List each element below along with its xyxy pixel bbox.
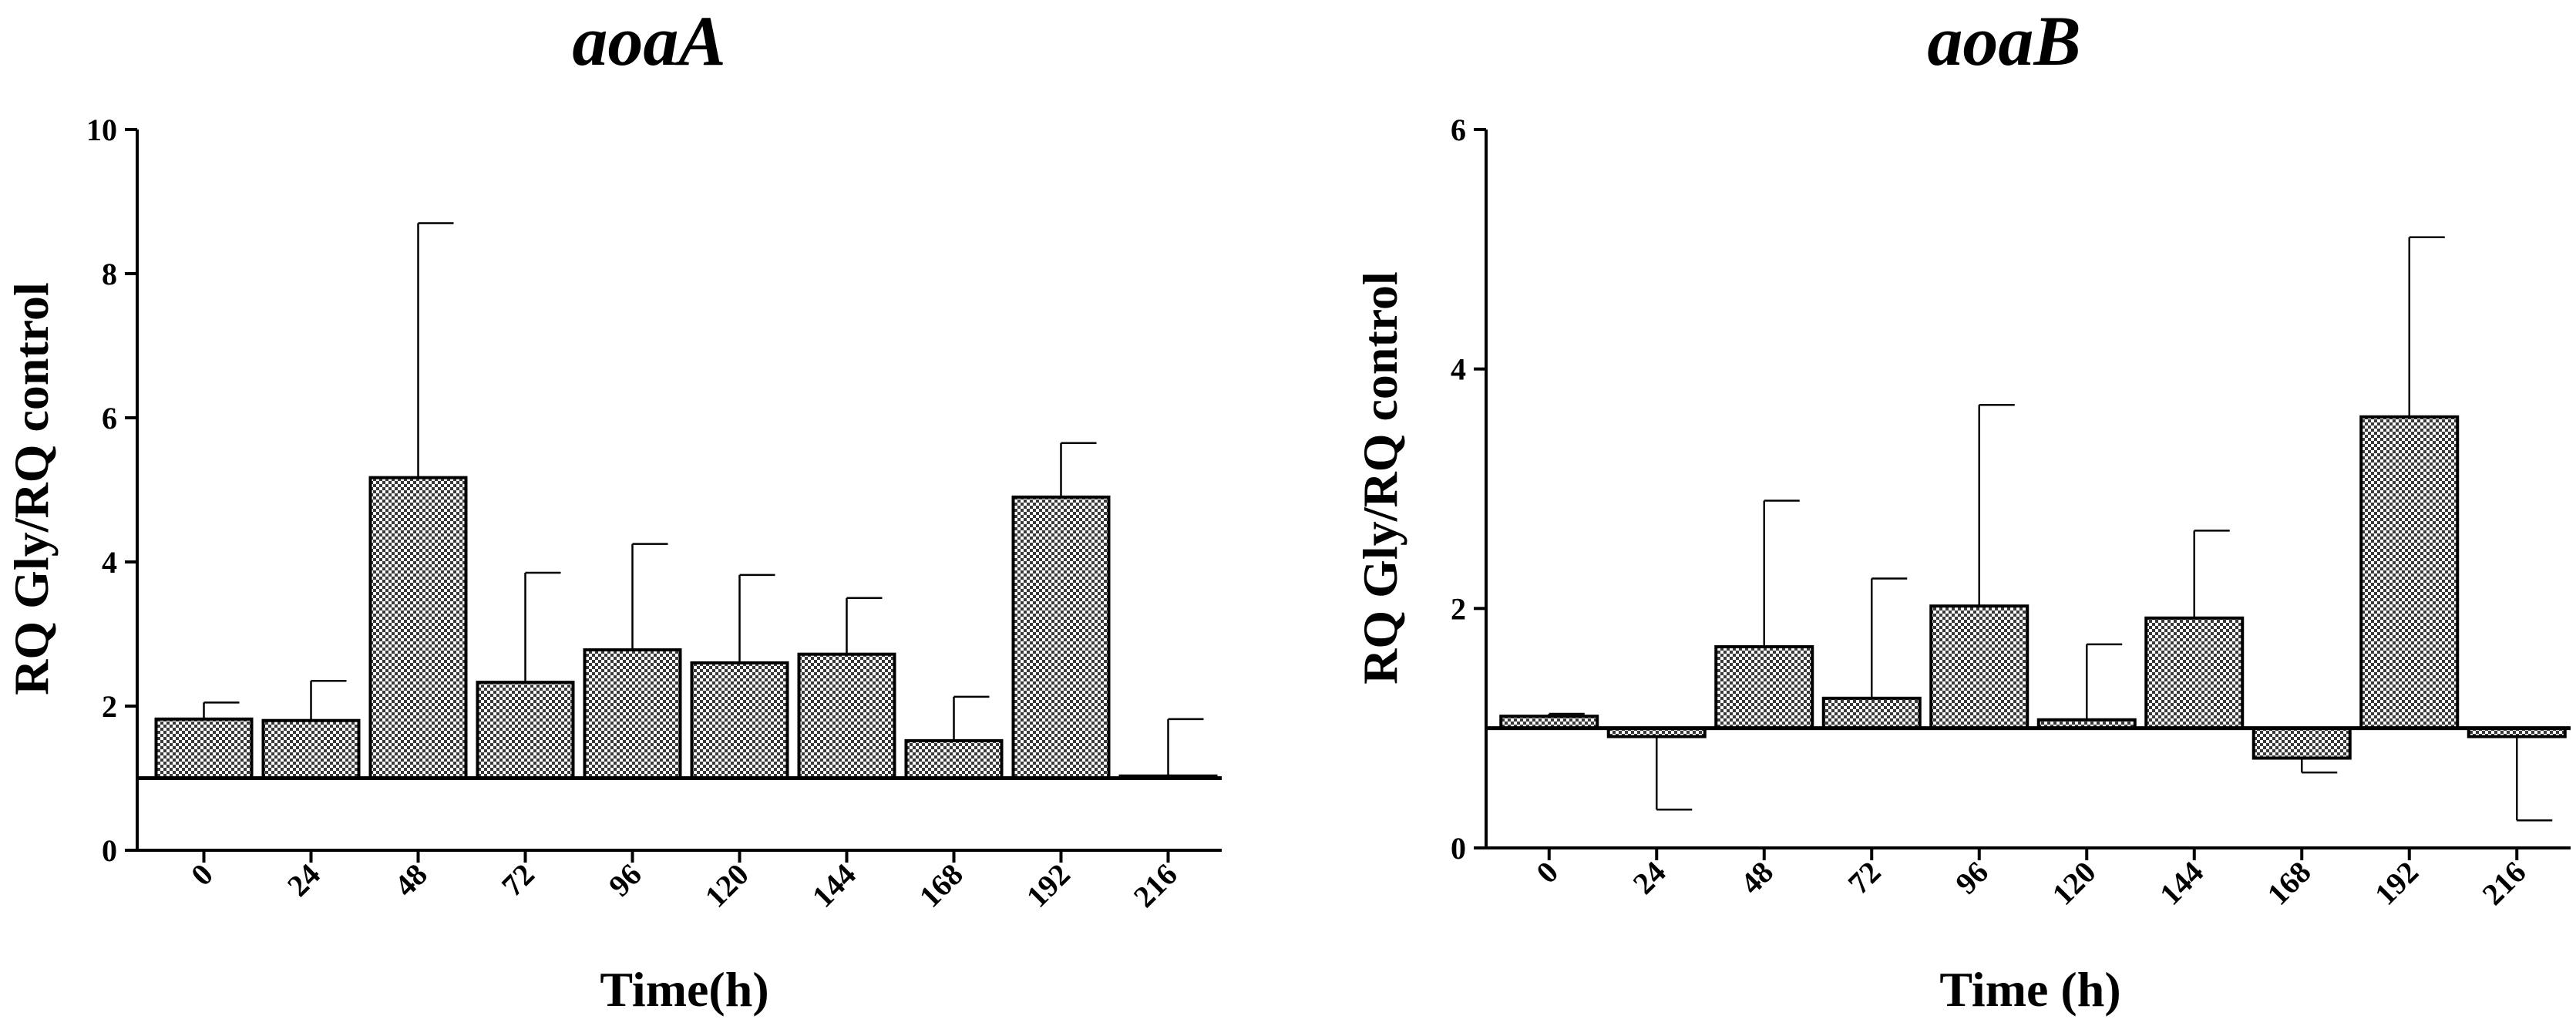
chart-title: aoaA (572, 2, 725, 80)
x-tick-label: 48 (1734, 855, 1780, 901)
y-axis-title: RQ Gly/RQ control (4, 282, 59, 695)
x-tick-label: 168 (913, 857, 970, 914)
x-tick-label: 48 (388, 857, 434, 903)
bar (2144, 616, 2245, 730)
bar (1011, 495, 1111, 780)
y-tick-label: 2 (102, 689, 117, 724)
bar (154, 717, 254, 780)
x-tick-label: 24 (1626, 855, 1673, 901)
bar (2251, 726, 2352, 760)
y-tick-label: 8 (102, 257, 117, 291)
y-tick-label: 10 (86, 113, 117, 147)
bar (690, 661, 789, 780)
bar (1929, 604, 2030, 730)
bar (1714, 645, 1814, 730)
x-tick-label: 216 (2475, 855, 2532, 912)
x-tick-label: 0 (184, 857, 220, 893)
y-tick-label: 0 (102, 833, 117, 868)
bar (797, 652, 896, 780)
bar (261, 718, 361, 780)
y-tick-label: 6 (1451, 113, 1466, 147)
x-tick-label: 72 (1841, 855, 1888, 901)
y-tick-label: 2 (1451, 591, 1466, 626)
x-tick-label: 120 (2045, 855, 2102, 912)
bar (476, 681, 575, 780)
x-tick-label: 0 (1529, 855, 1565, 890)
x-tick-label: 96 (602, 857, 648, 903)
y-tick-label: 4 (1451, 352, 1466, 387)
x-tick-label: 72 (495, 857, 541, 903)
bar (2359, 415, 2460, 730)
x-tick-label: 120 (698, 857, 755, 914)
y-tick-label: 6 (102, 401, 117, 436)
y-tick-label: 0 (1451, 831, 1466, 866)
x-tick-label: 144 (2153, 855, 2210, 912)
bar (1821, 696, 1922, 730)
x-tick-label: 96 (1949, 855, 1995, 901)
y-axis-title: RQ Gly/RQ control (1353, 271, 1407, 685)
x-axis-title: Time(h) (600, 962, 768, 1017)
x-tick-label: 216 (1127, 857, 1184, 914)
x-axis-title: Time (h) (1939, 962, 2120, 1017)
chart-title: aoaB (1927, 2, 2080, 80)
x-tick-label: 144 (805, 857, 863, 914)
x-tick-label: 192 (1020, 857, 1077, 914)
x-tick-label: 24 (281, 857, 327, 903)
x-tick-label: 168 (2260, 855, 2317, 912)
bar (904, 738, 1004, 780)
x-tick-label: 192 (2368, 855, 2425, 912)
y-tick-label: 4 (102, 545, 117, 580)
bar (583, 648, 682, 780)
bar (368, 476, 468, 780)
